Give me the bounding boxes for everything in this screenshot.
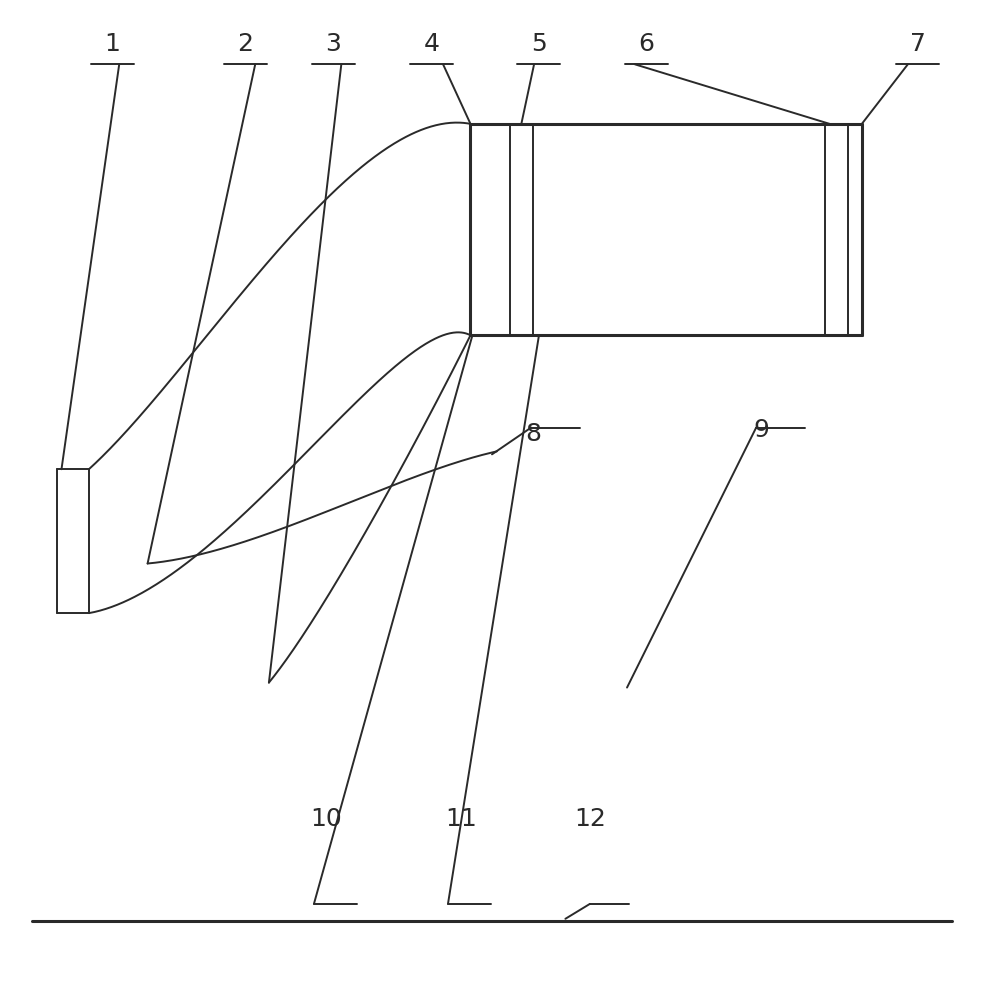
Text: 3: 3 <box>326 33 341 57</box>
Text: 10: 10 <box>310 806 341 830</box>
Text: 2: 2 <box>237 33 254 57</box>
Text: 11: 11 <box>445 806 476 830</box>
Text: 7: 7 <box>909 33 926 57</box>
Text: 6: 6 <box>639 33 654 57</box>
Text: 4: 4 <box>423 33 439 57</box>
Text: 8: 8 <box>525 422 541 446</box>
Text: 9: 9 <box>753 417 769 441</box>
Text: 5: 5 <box>531 33 547 57</box>
Text: 12: 12 <box>574 806 606 830</box>
Text: 1: 1 <box>104 33 120 57</box>
